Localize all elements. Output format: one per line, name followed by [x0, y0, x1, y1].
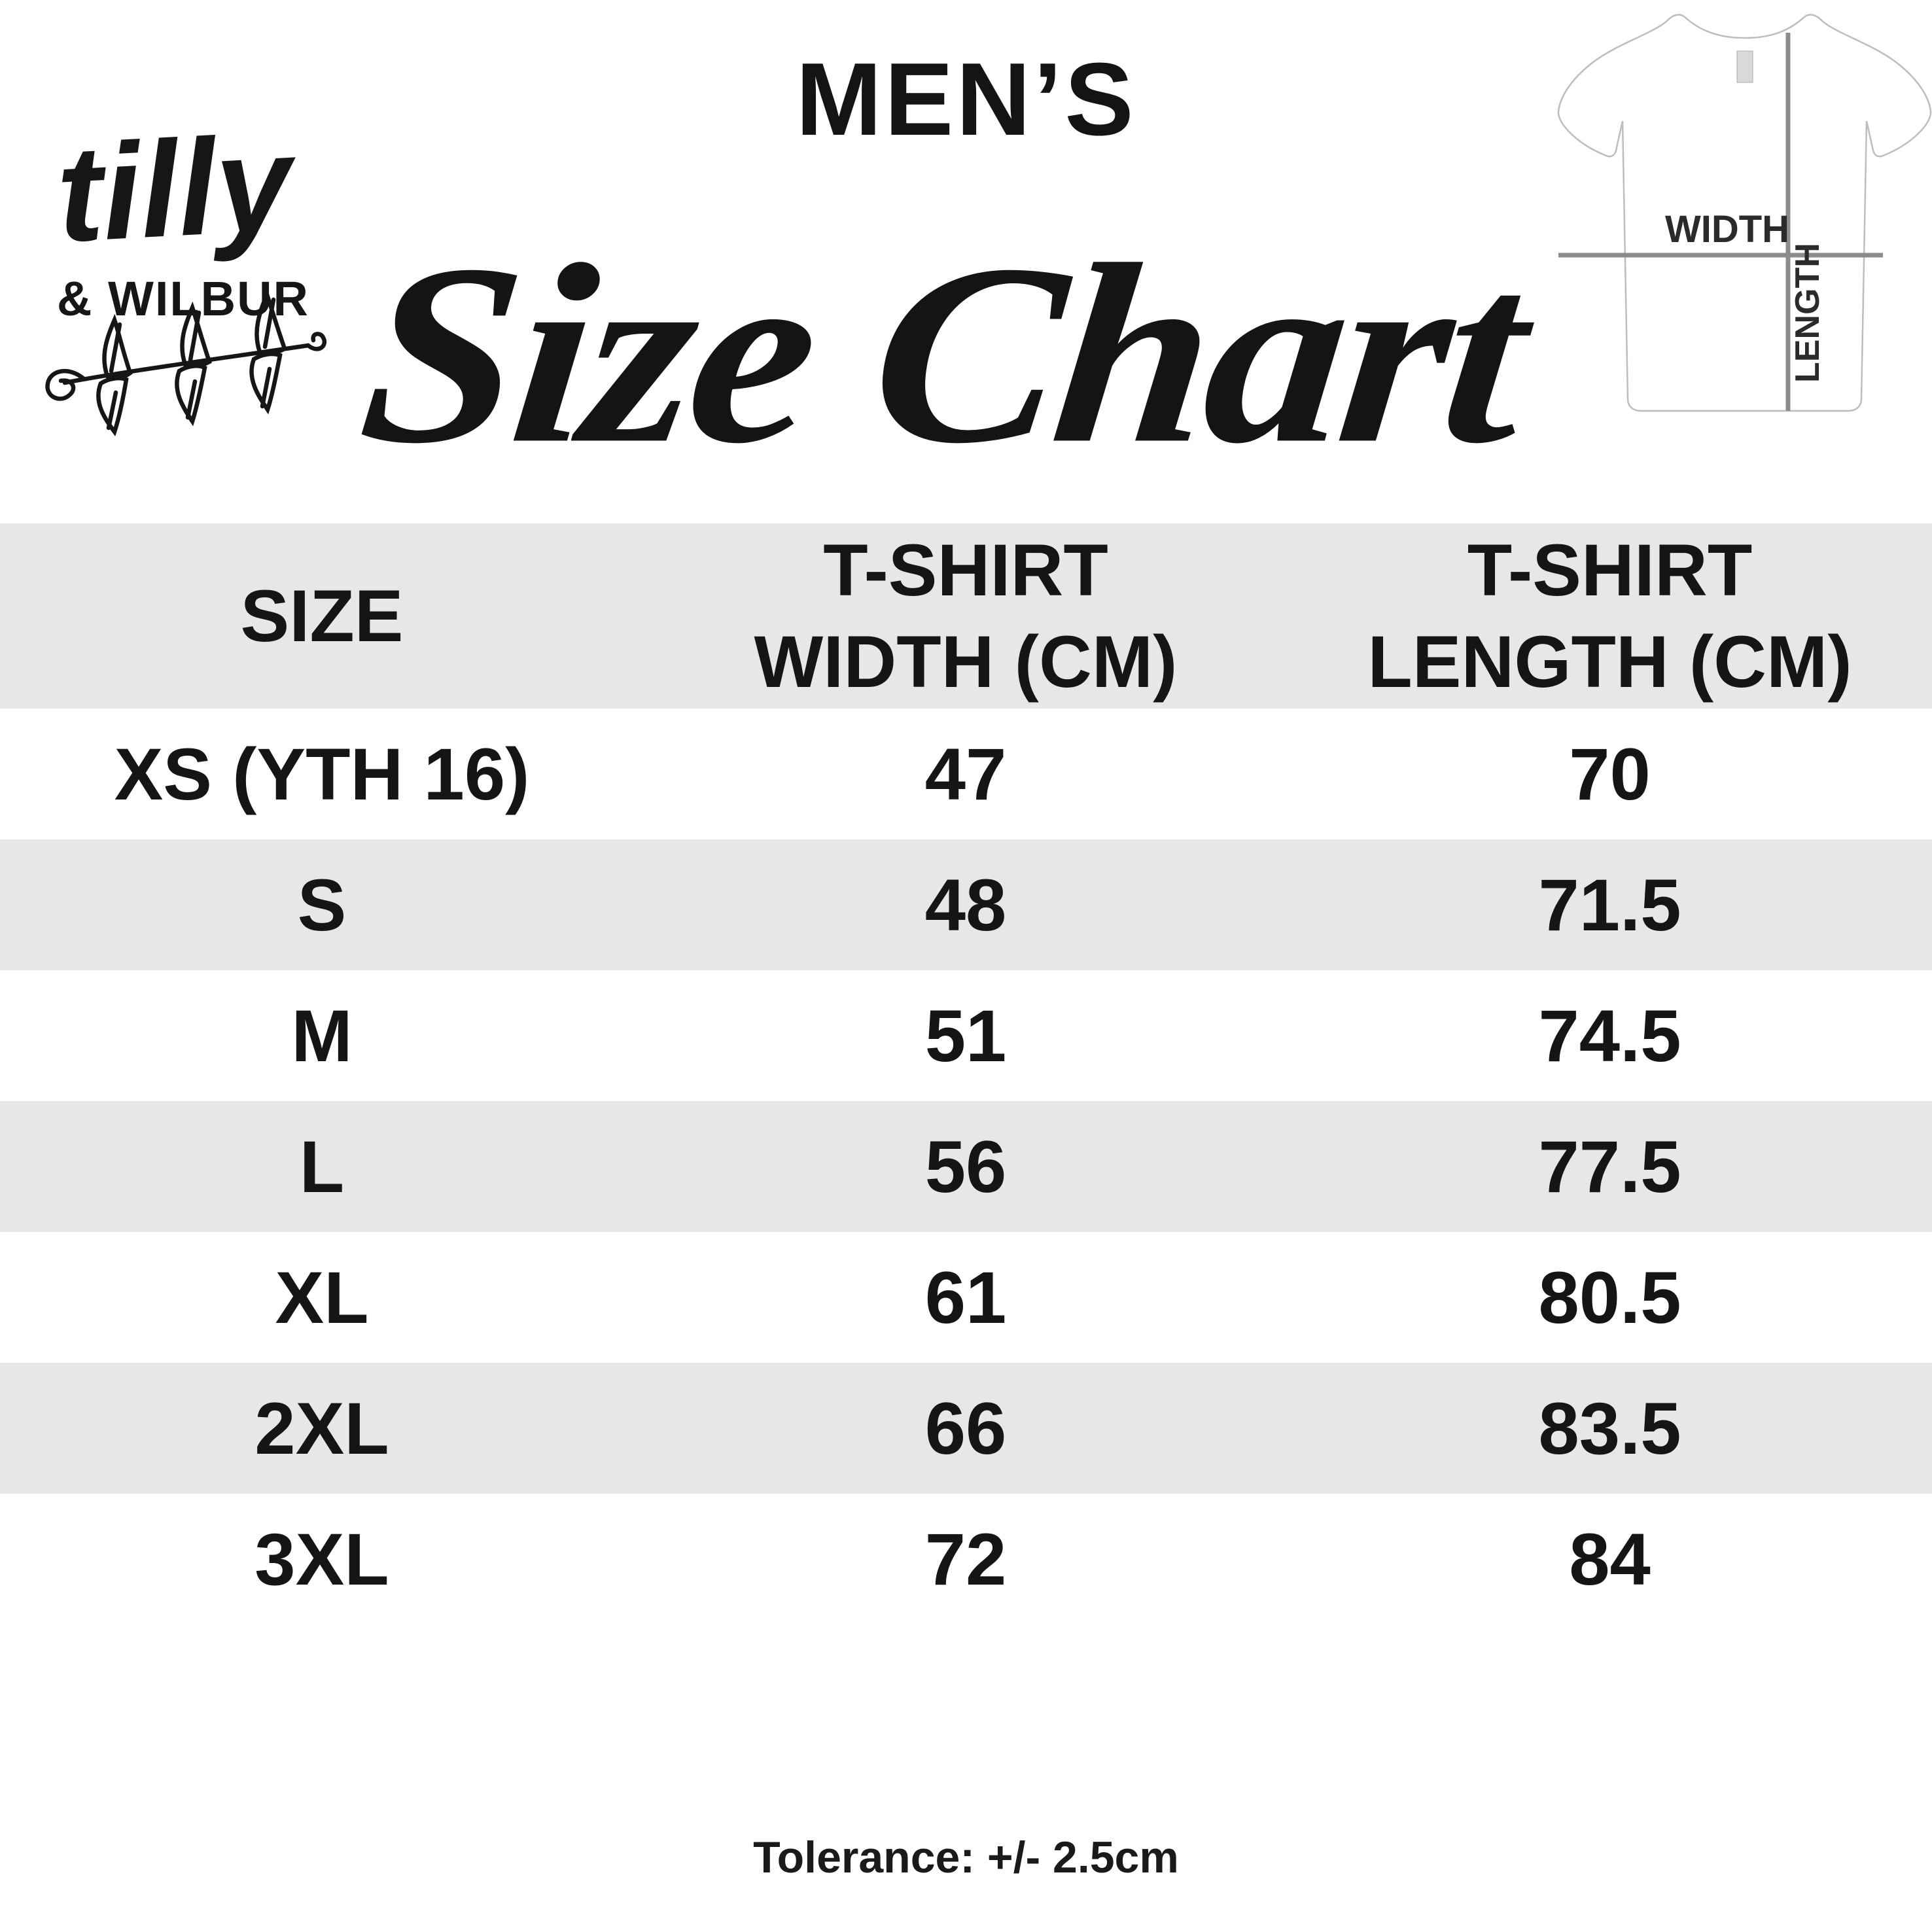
svg-text:tilly: tilly [53, 107, 301, 271]
svg-text:WIDTH: WIDTH [1665, 208, 1789, 251]
svg-text:LENGTH: LENGTH [1789, 243, 1827, 383]
